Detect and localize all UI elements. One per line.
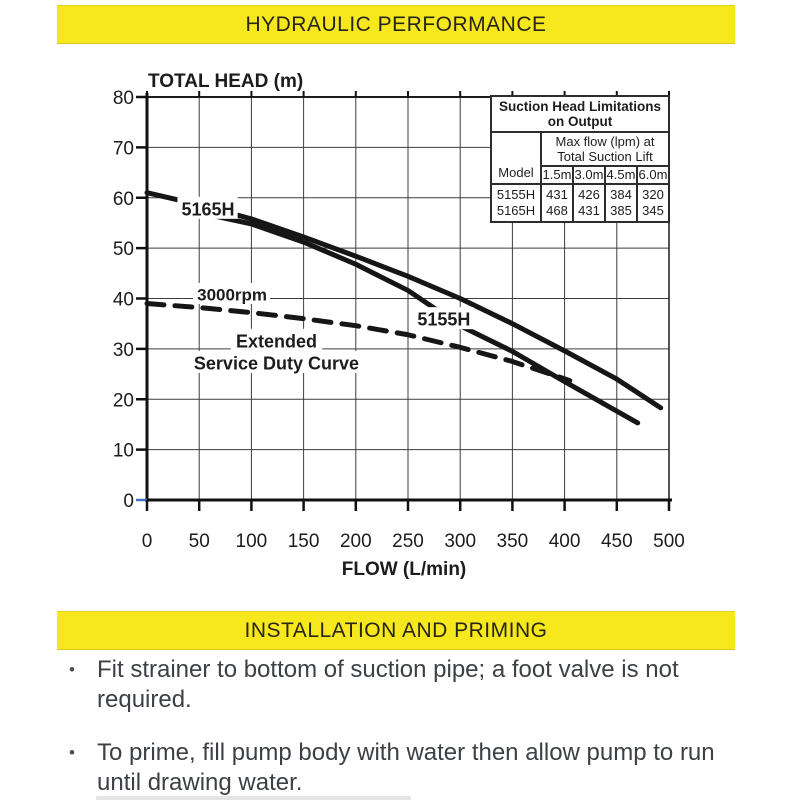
x-tick-label: 300 bbox=[444, 531, 476, 552]
y-tick-label: 50 bbox=[113, 239, 134, 260]
hydraulic-performance-title: HYDRAULIC PERFORMANCE bbox=[245, 12, 547, 36]
curve-label-5165h: 5165H bbox=[181, 199, 234, 219]
curve-label-bg bbox=[230, 328, 323, 351]
curve-label-bg bbox=[178, 350, 375, 373]
y-tick-label: 0 bbox=[123, 491, 134, 512]
hydraulic-performance-chart: 0 10 20 30 40 50 60 70 80 0 50 100 150 200 250 300 350 40… bbox=[113, 71, 685, 580]
col-header-1-5m: 1.5m bbox=[540, 165, 574, 185]
installation-priming-title: INSTALLATION AND PRIMING bbox=[244, 618, 548, 642]
y-tick-label: 60 bbox=[113, 189, 134, 210]
x-tick-label: 0 bbox=[142, 531, 153, 552]
curve-label-3000rpm: 3000rpm bbox=[197, 286, 267, 305]
suction-head-limitations-table: Suction Head Limitations on Output Model… bbox=[490, 95, 670, 223]
model-column-header: Model bbox=[490, 131, 542, 185]
installation-bullet-list: • Fit strainer to bottom of suction pipe… bbox=[64, 655, 754, 800]
max-flow-subtitle: Max flow (lpm) at Total Suction Lift bbox=[540, 131, 670, 167]
hydraulic-performance-header: HYDRAULIC PERFORMANCE bbox=[57, 5, 735, 44]
x-tick-label: 500 bbox=[653, 531, 685, 552]
table-header-row: 1.5m 3.0m 4.5m 6.0m bbox=[491, 165, 670, 185]
y-tick-label: 70 bbox=[113, 138, 134, 159]
y-axis-title: TOTAL HEAD (m) bbox=[148, 71, 303, 92]
table-title-row: Suction Head Limitations on Output bbox=[490, 95, 670, 133]
bullet-icon: • bbox=[69, 743, 75, 762]
curve-label-extended: Extended bbox=[236, 331, 317, 351]
x-tick-label: 450 bbox=[601, 531, 633, 552]
list-item: • Fit strainer to bottom of suction pipe… bbox=[64, 655, 754, 715]
x-tick-label: 250 bbox=[392, 531, 424, 552]
x-tick-label: 50 bbox=[189, 531, 210, 552]
x-axis-title: FLOW (L/min) bbox=[342, 559, 467, 580]
x-tick-label: 150 bbox=[288, 531, 320, 552]
y-tick-label: 30 bbox=[113, 340, 134, 361]
y-tick-label: 20 bbox=[113, 390, 134, 411]
table-title: Suction Head Limitations on Output bbox=[490, 95, 670, 133]
curve-label-bg bbox=[177, 196, 238, 219]
list-item: • To prime, fill pump body with water th… bbox=[64, 738, 754, 798]
col-header-3-0m: 3.0m bbox=[572, 165, 606, 185]
bullet-text-prime: To prime, fill pump body with water then… bbox=[97, 739, 715, 796]
curve-label-service-duty-curve: Service Duty Curve bbox=[194, 353, 359, 373]
x-tick-label: 200 bbox=[340, 531, 372, 552]
curve-label-bg bbox=[413, 307, 474, 330]
y-tick-label: 40 bbox=[113, 290, 134, 311]
y-tick-label: 10 bbox=[113, 441, 134, 462]
bullet-text-strainer: Fit strainer to bottom of suction pipe; … bbox=[97, 656, 679, 713]
x-tick-label: 350 bbox=[497, 531, 529, 552]
curve-extended bbox=[144, 301, 573, 384]
x-tick-label: 100 bbox=[236, 531, 268, 552]
bullet-icon: • bbox=[69, 660, 75, 679]
installation-priming-header: INSTALLATION AND PRIMING bbox=[57, 611, 735, 650]
col-header-4-5m: 4.5m bbox=[604, 165, 638, 185]
y-tick-label: 80 bbox=[113, 88, 134, 109]
table-subtitle-row: Model Max flow (lpm) at Total Suction Li… bbox=[490, 131, 670, 185]
table-row-5165h: 5165H 468 431 385 345 bbox=[490, 203, 670, 223]
cutoff-text-sliver bbox=[96, 796, 411, 800]
model-5155h: 5155H bbox=[490, 183, 542, 203]
curve-label-bg bbox=[193, 282, 271, 304]
col-header-6-0m: 6.0m bbox=[636, 165, 670, 185]
table-row-5155h: 5155H 431 426 384 320 bbox=[490, 183, 670, 203]
x-tick-label: 400 bbox=[549, 531, 581, 552]
model-5165h: 5165H bbox=[490, 203, 542, 223]
curve-label-5155h: 5155H bbox=[417, 310, 470, 330]
